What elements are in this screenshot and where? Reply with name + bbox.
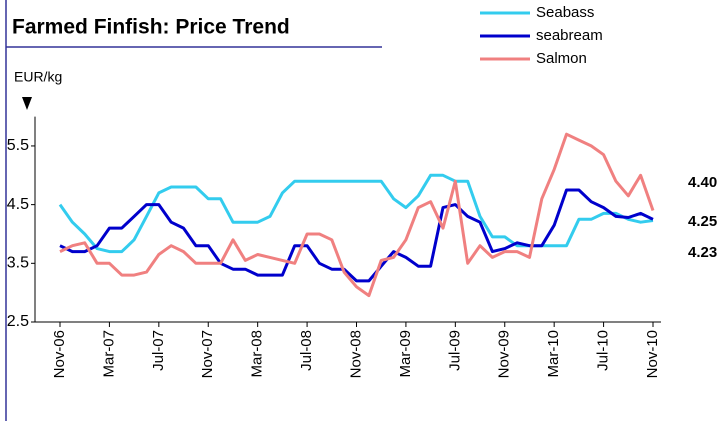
series-line: [59, 132, 655, 298]
end-label: 4.40: [688, 174, 717, 191]
chart-title: Farmed Finfish: Price Trend: [12, 16, 290, 39]
y-tick-label: 2.5: [7, 313, 29, 330]
x-tick-label: Nov-06: [51, 330, 68, 378]
x-tick-label: Nov-08: [347, 330, 364, 378]
legend-label: seabream: [536, 27, 603, 44]
y-tick-label: 5.5: [7, 137, 29, 154]
x-tick-label: Mar-07: [100, 330, 117, 378]
end-label: 4.25: [688, 213, 717, 230]
x-tick-label: Jul-10: [595, 330, 612, 371]
x-tick-label: Nov-07: [199, 330, 216, 378]
x-tick-label: Jul-07: [150, 330, 167, 371]
end-label: 4.23: [688, 244, 717, 261]
x-tick-label: Mar-10: [545, 330, 562, 378]
series-line: [59, 188, 654, 283]
x-tick-label: Jul-08: [298, 330, 315, 371]
x-tick-label: Nov-09: [496, 330, 513, 378]
series-line: [58, 173, 654, 254]
legend-label: Seabass: [536, 4, 594, 21]
x-tick-label: Nov-10: [644, 330, 661, 378]
x-tick-label: Jul-09: [446, 330, 463, 371]
axis-arrow: [22, 97, 32, 110]
x-tick-label: Mar-09: [397, 330, 414, 378]
y-axis-label: EUR/kg: [14, 69, 62, 85]
x-tick-label: Mar-08: [249, 330, 266, 378]
y-tick-label: 4.5: [7, 196, 29, 213]
y-tick-label: 3.5: [7, 255, 29, 272]
legend-label: Salmon: [536, 50, 587, 67]
